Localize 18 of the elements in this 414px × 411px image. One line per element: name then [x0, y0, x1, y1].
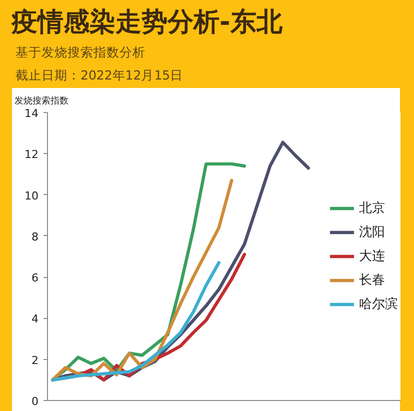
y-axis-title: 发烧搜索指数 [14, 96, 68, 106]
y-tick-label: 12 [24, 148, 39, 162]
legend-label: 长春 [359, 272, 385, 289]
text: 截止日期：2022年12月15日 [16, 68, 184, 82]
legend-label: 沈阳 [359, 224, 385, 241]
y-tick-label: 4 [32, 312, 38, 326]
y-tick-label: 2 [32, 354, 38, 367]
line-series [51, 261, 220, 382]
y-tick-label: 10 [24, 189, 39, 202]
y-tick-label: 6 [32, 272, 38, 285]
legend-label: 哈尔滨 [359, 296, 398, 313]
chart-subtitle: 基于发烧搜索指数分析 [16, 44, 146, 60]
y-tick-label: 8 [32, 230, 38, 244]
chart-title: 疫情感染走势分析-东北 [10, 8, 284, 38]
y-tick-label: 0 [32, 395, 38, 408]
legend-label: 大连 [359, 248, 385, 265]
y-tick-label: 14 [24, 107, 39, 120]
legend-label: 北京 [359, 200, 385, 217]
